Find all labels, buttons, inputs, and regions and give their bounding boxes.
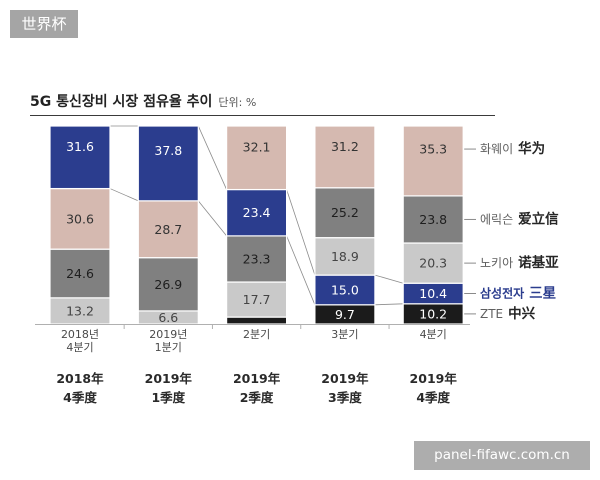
watermark-url: panel-fifawc.com.cn xyxy=(414,441,590,470)
data-label: 20.3 xyxy=(419,256,447,271)
chart-heading: 5G 통신장비 시장 점유율 추이 단위: % xyxy=(30,93,256,110)
legend-label: 삼성전자 xyxy=(480,286,524,301)
data-label: 23.8 xyxy=(419,212,447,227)
data-label: 10.4 xyxy=(419,286,447,301)
site-badge: 世界杯 xyxy=(10,10,78,38)
legend-label: 노키아 xyxy=(480,256,513,270)
connector-lines xyxy=(109,125,404,306)
bar-segment xyxy=(402,125,464,197)
legend-label: ZTE xyxy=(480,307,503,321)
bar-segment xyxy=(226,188,288,237)
data-label: 13.2 xyxy=(66,303,94,318)
category-annotation: 2019年 xyxy=(145,371,193,386)
legend-item: ZTE 中兴 xyxy=(480,305,536,322)
category-annotation: 1季度 xyxy=(151,390,185,405)
data-label: 15.0 xyxy=(331,282,359,297)
category-annotation: 2018年 xyxy=(56,371,104,386)
category-annotation: 2019年 xyxy=(410,371,458,386)
data-label: 31.6 xyxy=(66,139,94,154)
data-labels: 13.2 24.6 30.6 31.6 6.6 26.9 28.7 37.8 17.7 23.3 2… xyxy=(66,139,447,325)
legend-item: 에릭슨 爱立信 xyxy=(480,210,559,227)
bar-segment xyxy=(226,316,288,325)
connector-line xyxy=(374,303,404,306)
category-annotation: 2019年 xyxy=(233,371,281,386)
x-tick-label: 2018년 xyxy=(61,328,99,341)
connector-line xyxy=(286,235,316,305)
legend-label-zh: 诺基亚 xyxy=(518,254,559,271)
x-tick-label: 4분기 xyxy=(420,328,447,341)
connector-line xyxy=(286,189,316,276)
x-tick-label: 2019년 xyxy=(149,328,187,341)
data-label: 24.6 xyxy=(66,266,94,281)
data-label: 35.3 xyxy=(419,142,447,157)
x-tick-label: 3분기 xyxy=(331,328,358,341)
legend-label-zh: 中兴 xyxy=(508,305,536,322)
bar-segment xyxy=(137,200,199,259)
data-label: 30.6 xyxy=(66,211,94,226)
data-label: 10.2 xyxy=(419,306,447,321)
chart-unit: 단위: % xyxy=(218,96,256,109)
data-label: 6.6 xyxy=(158,310,178,325)
bar-segment xyxy=(137,125,199,202)
connector-line xyxy=(109,188,139,202)
bar-segment xyxy=(226,281,288,318)
category-annotation: 4季度 xyxy=(63,390,97,405)
legend-item: 노키아 诺基亚 xyxy=(480,254,559,271)
category-annotation: 3季度 xyxy=(328,390,362,405)
connector-line xyxy=(197,125,227,190)
bar-segments xyxy=(49,125,464,325)
bar-segment xyxy=(137,257,199,312)
data-label: 37.8 xyxy=(154,143,182,158)
data-label: 31.2 xyxy=(331,139,359,154)
data-label: 28.7 xyxy=(154,222,182,237)
category-annotations: 2018年 4季度 2019年 1季度 2019年 2季度 2019年 3季度 2019年 4季度 xyxy=(56,371,457,405)
legend-label-zh: 华为 xyxy=(518,140,545,157)
category-annotation: 4季度 xyxy=(416,390,450,405)
x-tick-label: 1분기 xyxy=(155,341,182,354)
bar-segment xyxy=(314,125,376,189)
bar-segment xyxy=(49,125,111,190)
data-label: 23.4 xyxy=(243,205,271,220)
x-tick-label: 2분기 xyxy=(243,328,270,341)
data-label: 17.7 xyxy=(243,292,271,307)
legend-label: 에릭슨 xyxy=(480,212,513,226)
data-label: 9.7 xyxy=(335,307,355,322)
data-label: 18.9 xyxy=(331,249,359,264)
data-label: 25.2 xyxy=(331,205,359,220)
connector-line xyxy=(197,200,227,237)
connector-line xyxy=(374,274,404,284)
bar-segment xyxy=(49,248,111,299)
bar-segment xyxy=(402,242,464,284)
legend-label-zh: 三星 xyxy=(529,286,556,302)
legend: 화웨이 华为 에릭슨 爱立信 노키아 诺基亚 삼성전자 三星 ZTE 中兴 xyxy=(464,140,559,322)
data-label: 23.3 xyxy=(243,251,271,266)
legend-label: 화웨이 xyxy=(480,142,513,156)
legend-label-zh: 爱立信 xyxy=(518,210,559,227)
bar-segment xyxy=(226,125,288,191)
category-annotation: 2019年 xyxy=(321,371,369,386)
data-label: 26.9 xyxy=(154,277,182,292)
legend-item: 삼성전자 三星 xyxy=(480,286,556,302)
chart-title: 5G 통신장비 시장 점유율 추이 xyxy=(30,93,212,110)
legend-item: 화웨이 华为 xyxy=(480,140,545,157)
category-annotation: 2季度 xyxy=(240,390,274,405)
x-tick-label: 4분기 xyxy=(66,341,93,354)
bar-segment xyxy=(402,195,464,244)
data-label: 32.1 xyxy=(243,139,271,154)
